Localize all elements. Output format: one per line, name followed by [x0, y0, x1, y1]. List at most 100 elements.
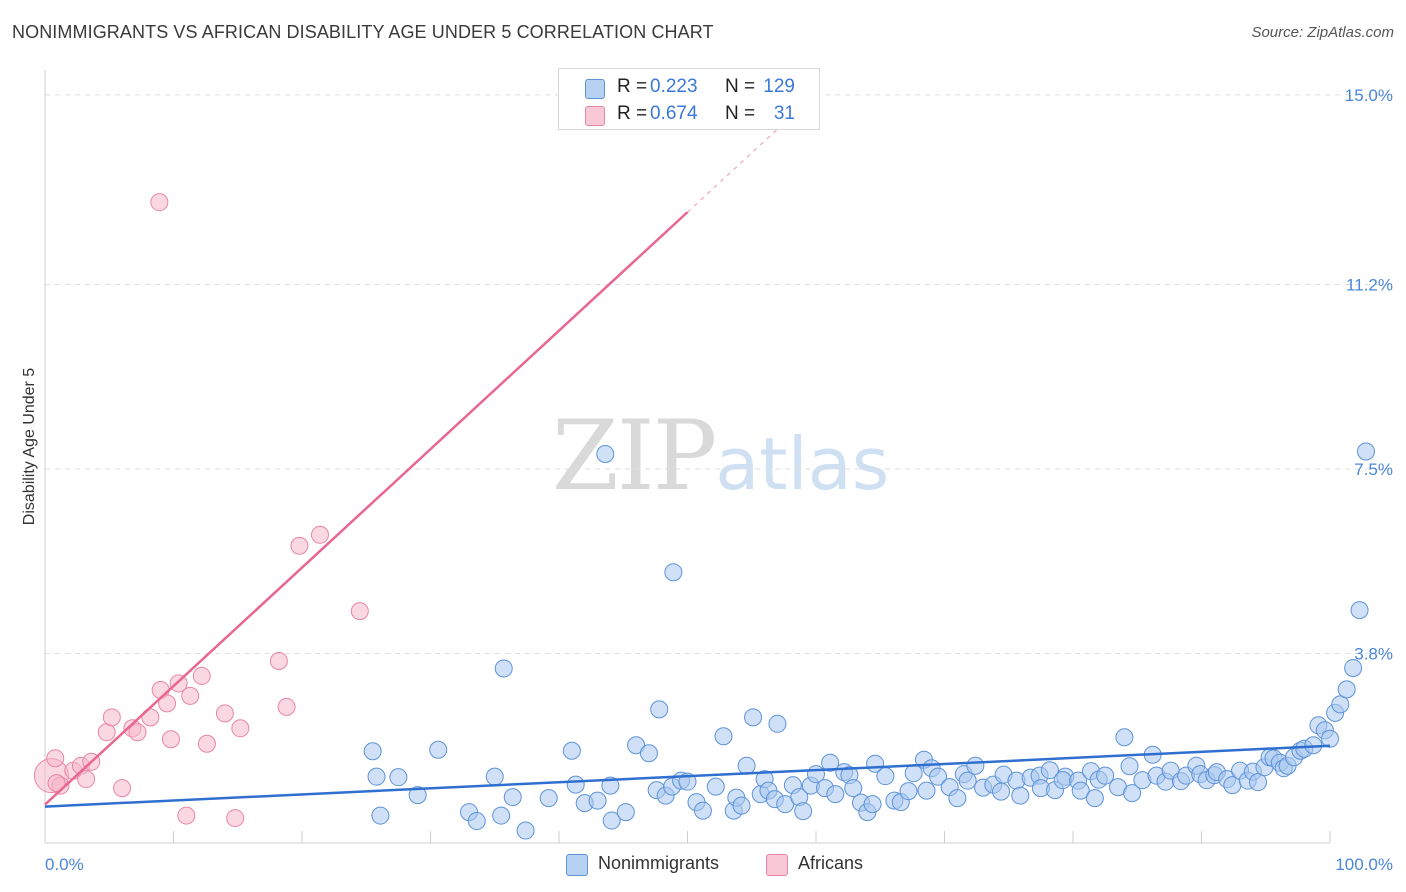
africans-point	[269, 651, 288, 670]
nonimmigrants-point	[1337, 680, 1356, 699]
nonimmigrants-point	[596, 445, 615, 464]
africans-point	[197, 734, 216, 753]
nonimmigrants-point	[650, 700, 669, 719]
nonimmigrants-point	[899, 782, 918, 801]
y-tick-label: 3.8%	[1354, 644, 1393, 663]
nonimmigrants-point	[1053, 771, 1072, 790]
africans-point	[128, 723, 147, 742]
watermark: ZIPatlas	[552, 400, 889, 512]
nonimmigrants-point	[1123, 784, 1142, 803]
nonimmigrants-point	[494, 659, 513, 678]
nonimmigrants-point	[706, 777, 725, 796]
n-value: 31	[773, 103, 795, 124]
r-label: R =	[617, 103, 648, 124]
nonimmigrants-point	[876, 767, 895, 786]
nonimmigrants-point	[503, 788, 522, 807]
correlation-stats-box: R = 0.223 N = 129 R = 0.674 N = 31	[558, 68, 820, 130]
africans-point	[77, 770, 96, 789]
nonimmigrants-point	[1085, 789, 1104, 808]
y-tick-label: 15.0%	[1345, 86, 1393, 105]
africans-trendline	[44, 211, 689, 806]
nonimmigrants-point	[1040, 761, 1059, 780]
nonimmigrants-point	[992, 782, 1011, 801]
nonimmigrants-point	[492, 806, 511, 825]
nonimmigrants-point	[1344, 658, 1363, 677]
nonimmigrants-point	[588, 791, 607, 810]
africans-point	[161, 730, 180, 749]
nonimmigrants-point	[821, 753, 840, 772]
nonimmigrants-point	[1249, 773, 1268, 792]
africans-point	[181, 686, 200, 705]
n-value: 129	[763, 76, 795, 97]
nonimmigrants-point	[1071, 781, 1090, 800]
africans-point	[97, 723, 116, 742]
legend-label-africans: Africans	[798, 853, 864, 873]
nonimmigrants-point	[1115, 728, 1134, 747]
nonimmigrants-point	[516, 821, 535, 840]
nonimmigrants-swatch	[585, 79, 605, 99]
nonimmigrants-point	[389, 768, 408, 787]
africans-legend-swatch	[766, 854, 788, 876]
nonimmigrants-point	[1350, 601, 1369, 620]
africans-point	[192, 666, 211, 685]
nonimmigrants-point	[917, 781, 936, 800]
r-value: 0.674	[650, 103, 698, 124]
nonimmigrants-point	[1321, 729, 1339, 748]
nonimmigrants-point	[958, 771, 977, 790]
africans-point	[46, 749, 65, 768]
africans-swatch	[585, 106, 605, 126]
africans-point	[226, 809, 245, 828]
nonimmigrants-point	[844, 779, 863, 798]
chart-title: NONIMMIGRANTS VS AFRICAN DISABILITY AGE …	[12, 22, 714, 42]
africans-point	[310, 525, 329, 544]
legend-label-nonimmigrants: Nonimmigrants	[598, 853, 720, 873]
nonimmigrants-point	[566, 775, 585, 794]
nonimmigrants-point	[363, 742, 382, 761]
nonimmigrants-point	[714, 727, 733, 746]
x-tick-label-min: 0.0%	[45, 855, 84, 874]
y-axis-label: Disability Age Under 5	[21, 368, 38, 526]
nonimmigrants-point	[562, 741, 581, 760]
nonimmigrants-point	[929, 767, 948, 786]
africans-point	[277, 697, 296, 716]
x-tick-label-max: 100.0%	[1335, 855, 1393, 874]
africans-trendline-extension	[687, 116, 791, 213]
nonimmigrants-point	[539, 789, 558, 808]
n-label: N =	[725, 103, 756, 124]
africans-point	[150, 193, 169, 212]
africans-point	[231, 719, 250, 738]
nonimmigrants-point	[639, 744, 658, 763]
nonimmigrants-point	[367, 767, 386, 786]
stats-row-nonimmigrants: R = 0.223 N = 129	[559, 73, 819, 101]
nonimmigrants-point	[467, 812, 486, 831]
nonimmigrants-point	[485, 767, 504, 786]
nonimmigrants-point	[371, 806, 390, 825]
r-value: 0.223	[650, 76, 698, 97]
nonimmigrants-point	[948, 789, 967, 808]
n-label: N =	[725, 76, 756, 97]
africans-point	[158, 694, 177, 713]
nonimmigrants-point	[826, 785, 845, 804]
nonimmigrants-point	[601, 776, 620, 795]
africans-point	[102, 708, 121, 727]
nonimmigrants-point	[732, 796, 751, 815]
nonimmigrants-point	[664, 563, 683, 582]
nonimmigrants-point	[863, 795, 882, 814]
africans-point	[113, 779, 132, 798]
nonimmigrants-point	[616, 803, 635, 822]
africans-point	[177, 806, 196, 825]
nonimmigrants-point	[429, 740, 448, 759]
nonimmigrants-point	[1120, 757, 1139, 776]
nonimmigrants-point	[1011, 786, 1030, 805]
nonimmigrants-point	[1356, 442, 1375, 461]
nonimmigrants-point	[768, 714, 787, 733]
nonimmigrants-point	[627, 736, 646, 755]
nonimmigrants-point	[744, 708, 763, 727]
africans-point	[215, 704, 234, 723]
watermark-atlas: atlas	[715, 422, 890, 506]
nonimmigrants-point	[1096, 766, 1115, 785]
nonimmigrants-point	[1331, 695, 1350, 714]
nonimmigrants-point	[794, 802, 813, 821]
nonimmigrants-point	[737, 756, 756, 775]
y-tick-label: 11.2%	[1346, 275, 1393, 294]
